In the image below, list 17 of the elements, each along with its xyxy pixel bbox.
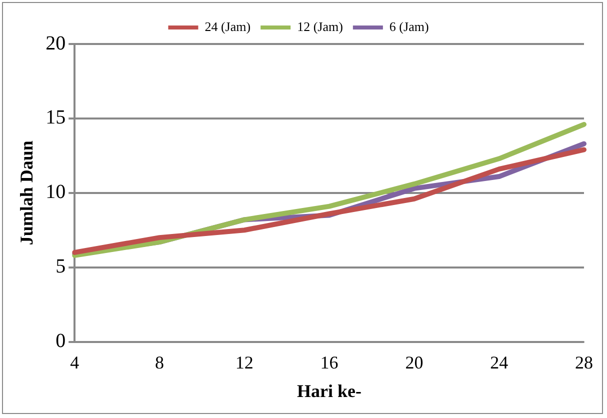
y-axis-title: Jumlah Daun	[16, 140, 36, 246]
x-tick-label: 20	[405, 352, 424, 372]
y-tick-label: 5	[56, 256, 66, 278]
x-tick-label: 24	[490, 352, 508, 372]
y-tick-label: 10	[46, 181, 66, 204]
x-tick-label: 4	[70, 352, 80, 372]
x-tick-label: 8	[155, 352, 164, 372]
legend-label: 12 (Jam)	[297, 18, 343, 34]
legend-label: 24 (Jam)	[204, 18, 251, 34]
x-tick-label: 12	[235, 352, 254, 372]
x-axis-title: Hari ke-	[297, 380, 362, 401]
y-tick-label: 15	[46, 106, 66, 129]
x-tick-label: 28	[575, 352, 593, 372]
y-tick-label: 20	[46, 32, 66, 54]
x-tick-label: 16	[320, 352, 338, 372]
legend-label: 6 (Jam)	[389, 18, 429, 34]
y-tick-label: 0	[56, 330, 66, 352]
